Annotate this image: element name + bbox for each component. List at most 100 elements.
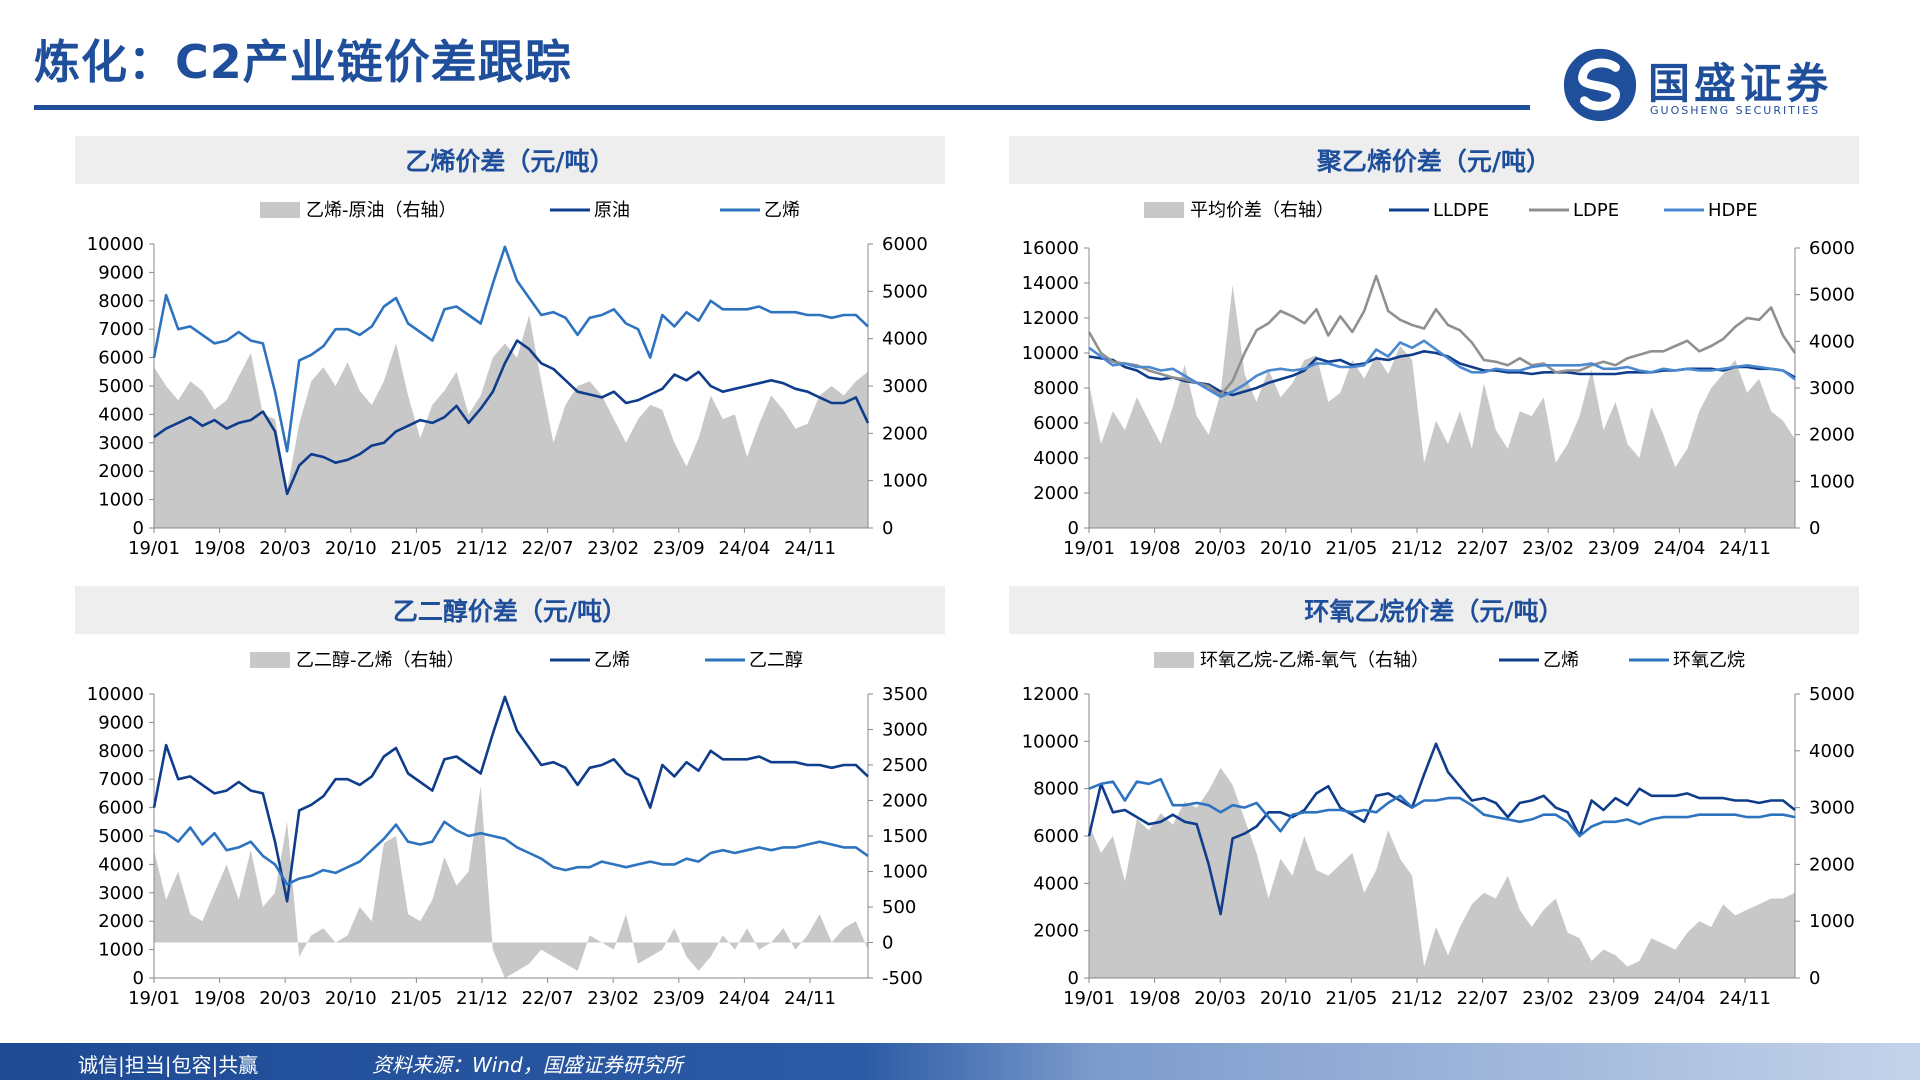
x-tick-label: 19/08 (194, 988, 246, 1009)
x-tick-label: 20/03 (259, 538, 311, 559)
right-tick-label: 6000 (882, 234, 928, 255)
area-series-2 (154, 786, 868, 978)
line-series-乙二醇 (153, 820, 869, 886)
footer-motto: 诚信|担当|包容|共赢 (78, 1053, 259, 1077)
left-tick-label: 3000 (98, 883, 144, 904)
x-tick-label: 23/09 (1588, 988, 1640, 1009)
right-tick-label: 0 (1809, 518, 1820, 539)
left-tick-label: 4000 (98, 854, 144, 875)
x-tick-label: 22/07 (1457, 538, 1509, 559)
legend-label-LDPE: LDPE (1573, 200, 1619, 221)
x-tick-label: 23/02 (1522, 988, 1574, 1009)
right-tick-label: 3500 (882, 684, 928, 705)
x-tick-label: 23/02 (587, 988, 639, 1009)
left-tick-label: 2000 (1033, 483, 1079, 504)
right-tick-label: 500 (882, 897, 916, 918)
right-tick-label: 4000 (882, 329, 928, 350)
x-tick-label: 23/02 (1522, 538, 1574, 559)
x-tick-label: 19/08 (1129, 988, 1181, 1009)
right-tick-label: 4000 (1809, 331, 1855, 352)
guosheng-logo-icon (1561, 46, 1639, 124)
x-tick-label: 21/05 (1325, 538, 1377, 559)
left-tick-label: 10000 (87, 684, 144, 705)
line-series-环氧乙烷 (1088, 777, 1796, 838)
right-tick-label: 6000 (1809, 238, 1855, 259)
right-tick-label: 3000 (1809, 798, 1855, 819)
chart-title-band (75, 586, 945, 634)
line-series-HDPE (1088, 339, 1796, 399)
x-tick-label: 20/10 (1260, 988, 1312, 1009)
legend-label-环氧乙烷: 环氧乙烷 (1673, 650, 1745, 671)
right-tick-label: 3000 (882, 376, 928, 397)
right-tick-label: 1500 (882, 826, 928, 847)
x-tick-label: 21/12 (456, 988, 508, 1009)
right-tick-label: 3000 (882, 720, 928, 741)
left-tick-label: 0 (133, 518, 144, 539)
left-tick-label: 8000 (1033, 779, 1079, 800)
right-tick-label: 5000 (1809, 684, 1855, 705)
right-tick-label: 1000 (882, 862, 928, 883)
x-tick-label: 23/09 (1588, 538, 1640, 559)
line-series-乙烯 (1087, 742, 1796, 916)
left-tick-label: 9000 (98, 712, 144, 733)
x-tick-label: 19/01 (128, 988, 180, 1009)
left-tick-label: 8000 (98, 741, 144, 762)
left-tick-label: 9000 (98, 262, 144, 283)
left-tick-label: 5000 (98, 826, 144, 847)
x-tick-label: 24/04 (1653, 988, 1705, 1009)
right-tick-label: 1000 (1809, 471, 1855, 492)
left-tick-label: 12000 (1022, 684, 1079, 705)
chart-title: 环氧乙烷价差（元/吨） (1304, 597, 1563, 626)
left-tick-label: 14000 (1022, 273, 1079, 294)
x-tick-label: 19/08 (194, 538, 246, 559)
area-series-3 (1089, 767, 1795, 978)
x-tick-label: 24/04 (718, 988, 770, 1009)
right-tick-label: 2000 (1809, 425, 1855, 446)
right-tick-label: 3000 (1809, 378, 1855, 399)
x-tick-label: 21/12 (456, 538, 508, 559)
left-tick-label: 6000 (98, 348, 144, 369)
chart-svg: 聚乙烯价差（元/吨）020004000600080001000012000140… (1009, 136, 1859, 559)
x-tick-label: 21/05 (390, 538, 442, 559)
line-series-LDPE (1087, 274, 1797, 397)
chart-svg: 环氧乙烷价差（元/吨）02000400060008000100001200001… (1009, 586, 1859, 1009)
area-series-1 (1089, 285, 1795, 528)
legend-label-乙烯: 乙烯 (764, 200, 800, 221)
chart-svg: 乙二醇价差（元/吨）010002000300040005000600070008… (75, 586, 945, 1009)
right-tick-label: 0 (882, 518, 893, 539)
left-tick-label: 0 (1068, 518, 1079, 539)
right-tick-label: 2000 (882, 791, 928, 812)
area-series-0 (154, 315, 868, 528)
x-tick-label: 24/11 (1719, 538, 1771, 559)
x-tick-label: 19/08 (1129, 538, 1181, 559)
right-tick-label: 4000 (1809, 741, 1855, 762)
line-series-原油 (153, 339, 870, 496)
left-tick-label: 1000 (98, 490, 144, 511)
chart-title-band (1009, 586, 1859, 634)
x-tick-label: 21/12 (1391, 538, 1443, 559)
line-series-乙烯 (152, 695, 869, 903)
x-tick-label: 19/01 (128, 538, 180, 559)
right-tick-label: 0 (882, 933, 893, 954)
x-tick-label: 23/09 (653, 988, 705, 1009)
chart-title-band (75, 136, 945, 184)
left-tick-label: 16000 (1022, 238, 1079, 259)
chart-title: 乙二醇价差（元/吨） (393, 597, 627, 626)
brand-logo: 国盛证券 GUOSHENG SECURITIES (1556, 40, 1896, 130)
footer-source: 资料来源：Wind，国盛证券研究所 (372, 1053, 683, 1077)
legend-label-area: 平均价差（右轴） (1190, 200, 1334, 221)
x-tick-label: 21/05 (1325, 988, 1377, 1009)
line-series-LLDPE (1088, 350, 1796, 397)
right-tick-label: 2000 (882, 423, 928, 444)
legend-swatch-area (1154, 652, 1194, 668)
left-tick-label: 2000 (98, 461, 144, 482)
x-tick-label: 20/10 (325, 538, 377, 559)
x-tick-label: 24/04 (1653, 538, 1705, 559)
left-tick-label: 0 (133, 968, 144, 989)
right-tick-label: 2500 (882, 755, 928, 776)
legend-swatch-area (1144, 202, 1184, 218)
footer-bar (0, 1043, 1920, 1080)
left-tick-label: 2000 (98, 911, 144, 932)
chart-title: 聚乙烯价差（元/吨） (1316, 147, 1551, 176)
brand-name-en: GUOSHENG SECURITIES (1650, 104, 1821, 117)
